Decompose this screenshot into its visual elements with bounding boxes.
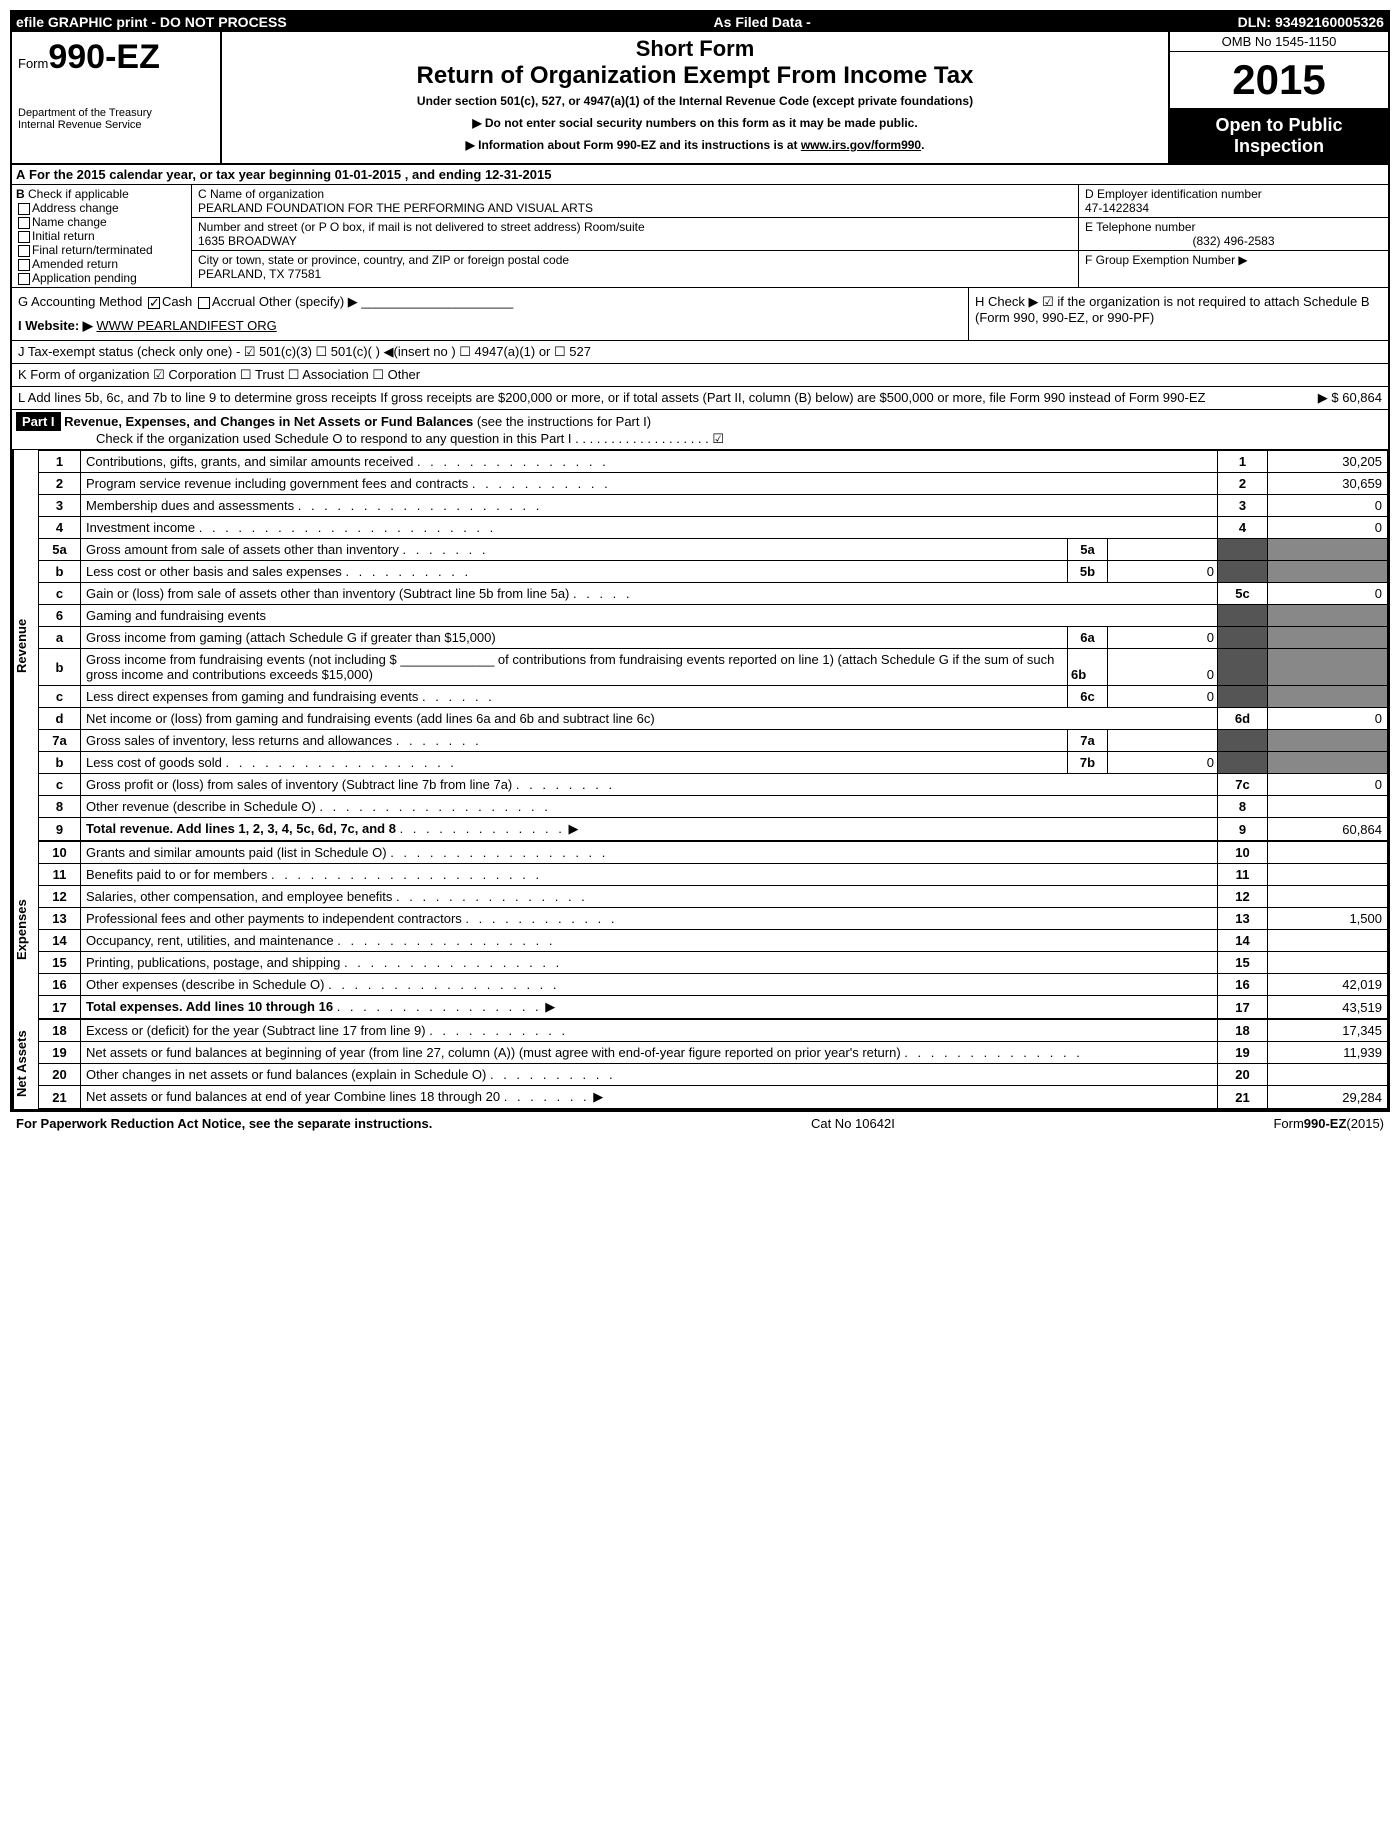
efile-topbar: efile GRAPHIC print - DO NOT PROCESS As … [12, 12, 1388, 32]
footer-mid: Cat No 10642I [811, 1116, 895, 1131]
col-b: B Check if applicable Address change Nam… [12, 185, 192, 287]
cb-address: Address change [16, 201, 187, 215]
form-label: Form [18, 56, 48, 71]
note-info: ▶ Information about Form 990-EZ and its … [230, 138, 1160, 152]
netassets-table: 18Excess or (deficit) for the year (Subt… [38, 1019, 1388, 1109]
ein: 47-1422834 [1085, 201, 1382, 215]
col-c: C Name of organization PEARLAND FOUNDATI… [192, 185, 1078, 287]
note-ssn: ▶ Do not enter social security numbers o… [230, 116, 1160, 130]
c-name-label: C Name of organization [198, 187, 1072, 201]
col-def: D Employer identification number 47-1422… [1078, 185, 1388, 287]
header-right: OMB No 1545-1150 2015 Open to Public Ins… [1168, 32, 1388, 163]
street: 1635 BROADWAY [198, 234, 1072, 248]
cb-accrual[interactable] [198, 297, 210, 309]
f-label: F Group Exemption Number ▶ [1085, 253, 1382, 267]
cb-cash[interactable] [148, 297, 160, 309]
cb-pending: Application pending [16, 271, 187, 285]
city-label: City or town, state or province, country… [198, 253, 1072, 267]
cb-name: Name change [16, 215, 187, 229]
title-return: Return of Organization Exempt From Incom… [230, 62, 1160, 90]
expenses-section: Expenses 10Grants and similar amounts pa… [12, 841, 1388, 1019]
side-expenses: Expenses [12, 841, 38, 1019]
topbar-right: DLN: 93492160005326 [1238, 14, 1384, 30]
row-a-tax-year: A For the 2015 calendar year, or tax yea… [12, 165, 1388, 185]
header-left: Form990-EZ Department of the Treasury In… [12, 32, 222, 163]
city: PEARLAND, TX 77581 [198, 267, 1072, 281]
side-revenue: Revenue [12, 450, 38, 841]
dept-treasury: Department of the Treasury [18, 107, 214, 119]
irs-link[interactable]: www.irs.gov/form990 [801, 138, 921, 152]
side-netassets: Net Assets [12, 1019, 38, 1109]
footer: For Paperwork Reduction Act Notice, see … [10, 1111, 1390, 1135]
header-mid: Short Form Return of Organization Exempt… [222, 32, 1168, 163]
row-l: L Add lines 5b, 6c, and 7b to line 9 to … [12, 387, 1388, 410]
tax-year: 2015 [1170, 52, 1388, 109]
open-inspection: Open to Public Inspection [1170, 109, 1388, 163]
row-h: H Check ▶ ☑ if the organization is not r… [968, 288, 1388, 340]
revenue-table: 1Contributions, gifts, grants, and simil… [38, 450, 1388, 841]
row-j: J Tax-exempt status (check only one) - ☑… [12, 341, 1388, 364]
cb-amended: Amended return [16, 257, 187, 271]
phone: (832) 496-2583 [1085, 234, 1382, 248]
street-label: Number and street (or P O box, if mail i… [198, 220, 1072, 234]
topbar-mid: As Filed Data - [714, 14, 811, 30]
row-k: K Form of organization ☑ Corporation ☐ T… [12, 364, 1388, 387]
title-shortform: Short Form [230, 36, 1160, 62]
section-bcdef: B Check if applicable Address change Nam… [12, 185, 1388, 288]
row-g: G Accounting Method Cash Accrual Other (… [12, 288, 968, 340]
form-990ez: efile GRAPHIC print - DO NOT PROCESS As … [10, 10, 1390, 1111]
footer-left: For Paperwork Reduction Act Notice, see … [16, 1116, 432, 1131]
footer-right: Form990-EZ(2015) [1273, 1116, 1384, 1131]
cb-final: Final return/terminated [16, 243, 187, 257]
row-gh: G Accounting Method Cash Accrual Other (… [12, 288, 1388, 341]
dept-irs: Internal Revenue Service [18, 119, 214, 131]
cb-initial: Initial return [16, 229, 187, 243]
d-label: D Employer identification number [1085, 187, 1382, 201]
omb-number: OMB No 1545-1150 [1170, 32, 1388, 52]
netassets-section: Net Assets 18Excess or (deficit) for the… [12, 1019, 1388, 1109]
org-name: PEARLAND FOUNDATION FOR THE PERFORMING A… [198, 201, 1072, 215]
subtitle: Under section 501(c), 527, or 4947(a)(1)… [230, 94, 1160, 108]
e-label: E Telephone number [1085, 220, 1382, 234]
part-i-header: Part I Revenue, Expenses, and Changes in… [12, 410, 1388, 450]
website[interactable]: WWW PEARLANDIFEST ORG [96, 318, 276, 333]
form-number: 990-EZ [48, 38, 160, 76]
topbar-left: efile GRAPHIC print - DO NOT PROCESS [16, 14, 287, 30]
expenses-table: 10Grants and similar amounts paid (list … [38, 841, 1388, 1019]
revenue-section: Revenue 1Contributions, gifts, grants, a… [12, 450, 1388, 841]
form-header: Form990-EZ Department of the Treasury In… [12, 32, 1388, 165]
